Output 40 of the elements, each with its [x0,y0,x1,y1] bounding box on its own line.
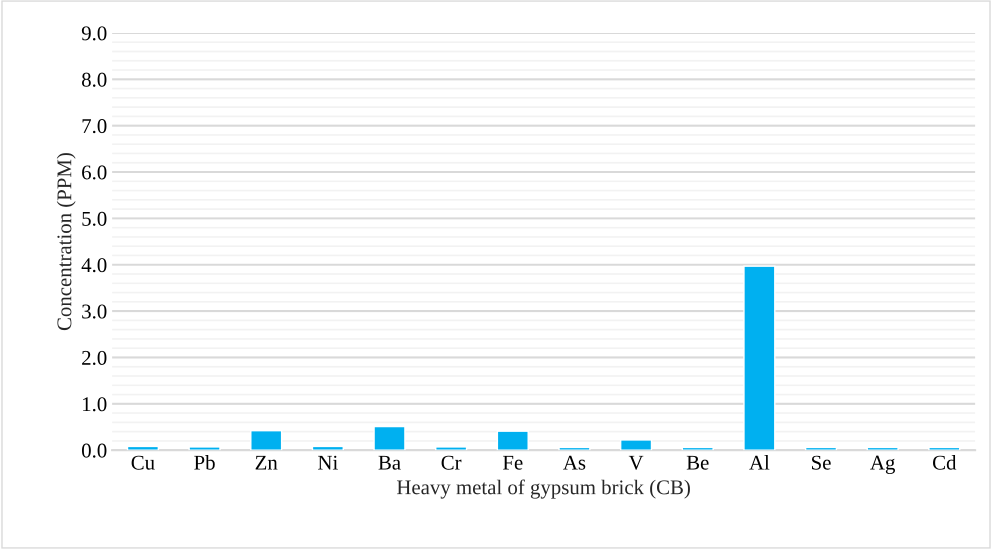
x-tick-label: Cr [442,456,462,470]
y-axis-title: Concentration (PPM) [56,153,76,330]
y-tick-label: 5.0 [82,212,106,226]
bar [496,430,529,450]
bar [682,446,714,450]
x-tick-label: V [628,456,644,470]
bar [435,446,468,450]
y-tick-label: 8.0 [82,72,106,87]
bar [620,439,652,450]
x-tick-label: Fe [502,456,522,470]
bar [804,446,838,450]
x-tick-label: Zn [256,456,278,470]
y-tick-label: 2.0 [82,350,106,365]
x-tick-label: Ag [870,456,895,474]
y-tick-label: 3.0 [82,304,106,319]
y-tick-label: 7.0 [82,119,106,134]
bar [188,446,221,450]
y-tick-label: 0.0 [82,444,106,458]
x-tick-label: Ni [318,456,338,470]
y-tick-label: 6.0 [82,165,106,180]
y-tick-label: 1.0 [83,397,106,412]
x-tick-label: As [563,456,586,470]
bar [558,446,591,450]
bar [373,426,406,450]
y-tick-label: 4.0 [82,258,106,272]
bar [928,446,960,450]
bar [743,265,776,450]
x-axis-title: Heavy metal of gypsum brick (CB) [396,479,690,499]
bar [312,446,344,450]
bar [250,430,282,450]
x-tick-label: Se [812,456,831,470]
x-tick-label: Al [749,455,770,470]
x-tick-label: Cu [132,456,155,470]
bar [126,446,160,450]
y-tick-label: 9.0 [82,26,106,40]
x-tick-label: Pb [194,455,215,470]
bar [866,446,899,450]
x-tick-label: Ba [378,456,401,470]
x-tick-label: Cd [933,455,956,470]
x-tick-label: Be [686,456,709,470]
